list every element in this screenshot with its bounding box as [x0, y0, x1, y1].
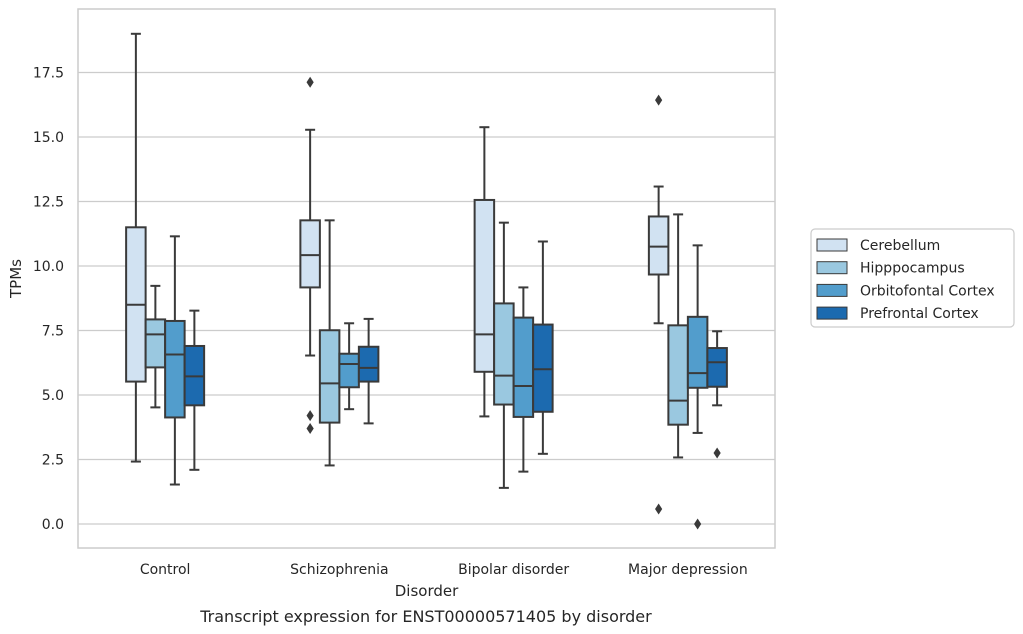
- legend-label: Prefrontal Cortex: [860, 306, 979, 322]
- legend-swatch: [816, 283, 848, 297]
- box-cerebellum: [473, 126, 496, 418]
- x-tick-label: Bipolar disorder: [458, 562, 569, 578]
- iqr-box: [532, 323, 554, 413]
- outlier-point: [655, 94, 663, 106]
- box-hipppocampus: [144, 284, 167, 409]
- box-prefrontal-cortex: [532, 240, 554, 455]
- iqr-box: [338, 352, 360, 389]
- legend-label: Orbitofontal Cortex: [860, 283, 995, 299]
- iqr-box: [647, 215, 670, 276]
- iqr-box: [299, 219, 321, 289]
- y-tick-label: 5.0: [42, 388, 64, 404]
- y-tick-label: 0.0: [42, 517, 64, 533]
- box-orbitofontal-cortex: [686, 244, 709, 530]
- box-hipppocampus: [667, 213, 689, 459]
- x-axis-ticks: Control Schizophrenia Bipolar disorder Majo…: [140, 562, 748, 578]
- y-axis-ticks: 0.0 2.5 5.0 7.5 10.0 12.5 15.0 17.5: [33, 66, 64, 534]
- iqr-box: [512, 316, 535, 418]
- x-tick-label: Major depression: [628, 562, 748, 578]
- box-orbitofontal-cortex: [164, 235, 186, 486]
- box-prefrontal-cortex: [183, 309, 206, 471]
- x-tick-label: Schizophrenia: [290, 562, 388, 578]
- y-tick-label: 10.0: [33, 259, 64, 275]
- box-hipppocampus: [493, 221, 515, 489]
- outlier-point: [655, 503, 663, 515]
- legend-label: Cerebellum: [860, 238, 940, 254]
- iqr-box: [686, 315, 709, 389]
- legend-swatch: [816, 238, 848, 252]
- box-orbitofontal-cortex: [512, 286, 535, 473]
- y-tick-label: 12.5: [33, 195, 64, 211]
- iqr-box: [493, 302, 515, 406]
- box-cerebellum: [125, 32, 147, 463]
- outlier-point: [306, 423, 314, 435]
- iqr-box: [318, 329, 341, 424]
- y-tick-label: 15.0: [33, 130, 64, 146]
- box-cerebellum: [647, 94, 670, 515]
- y-axis-label: TPMs: [7, 259, 25, 299]
- x-tick-label: Control: [140, 562, 191, 578]
- x-axis-label: Disorder: [395, 582, 459, 600]
- iqr-box: [357, 345, 380, 383]
- legend-label: Hipppocampus: [860, 261, 965, 277]
- chart-caption: Transcript expression for ENST0000057140…: [199, 607, 652, 626]
- box-hipppocampus: [318, 219, 341, 467]
- outlier-point: [694, 518, 702, 530]
- iqr-box: [164, 319, 186, 419]
- iqr-box: [706, 347, 728, 388]
- y-tick-label: 7.5: [42, 324, 64, 340]
- y-tick-label: 2.5: [42, 453, 64, 469]
- gridlines: [78, 71, 775, 525]
- box-prefrontal-cortex: [706, 330, 728, 459]
- legend-swatch: [816, 306, 848, 320]
- box-prefrontal-cortex: [357, 317, 380, 425]
- box-orbitofontal-cortex: [338, 322, 360, 411]
- plot-area: [125, 32, 728, 530]
- iqr-box: [144, 318, 167, 369]
- outlier-point: [306, 76, 314, 88]
- outlier-point: [306, 410, 314, 422]
- plot-frame: [77, 8, 776, 549]
- iqr-box: [473, 198, 496, 373]
- box-cerebellum: [299, 76, 321, 435]
- outlier-point: [713, 447, 721, 459]
- legend: Cerebellum Hipppocampus Orbitofontal Corte…: [810, 228, 1015, 328]
- iqr-box: [667, 324, 689, 426]
- y-tick-label: 17.5: [33, 66, 64, 82]
- legend-swatch: [816, 261, 848, 275]
- legend-frame: [810, 228, 1015, 328]
